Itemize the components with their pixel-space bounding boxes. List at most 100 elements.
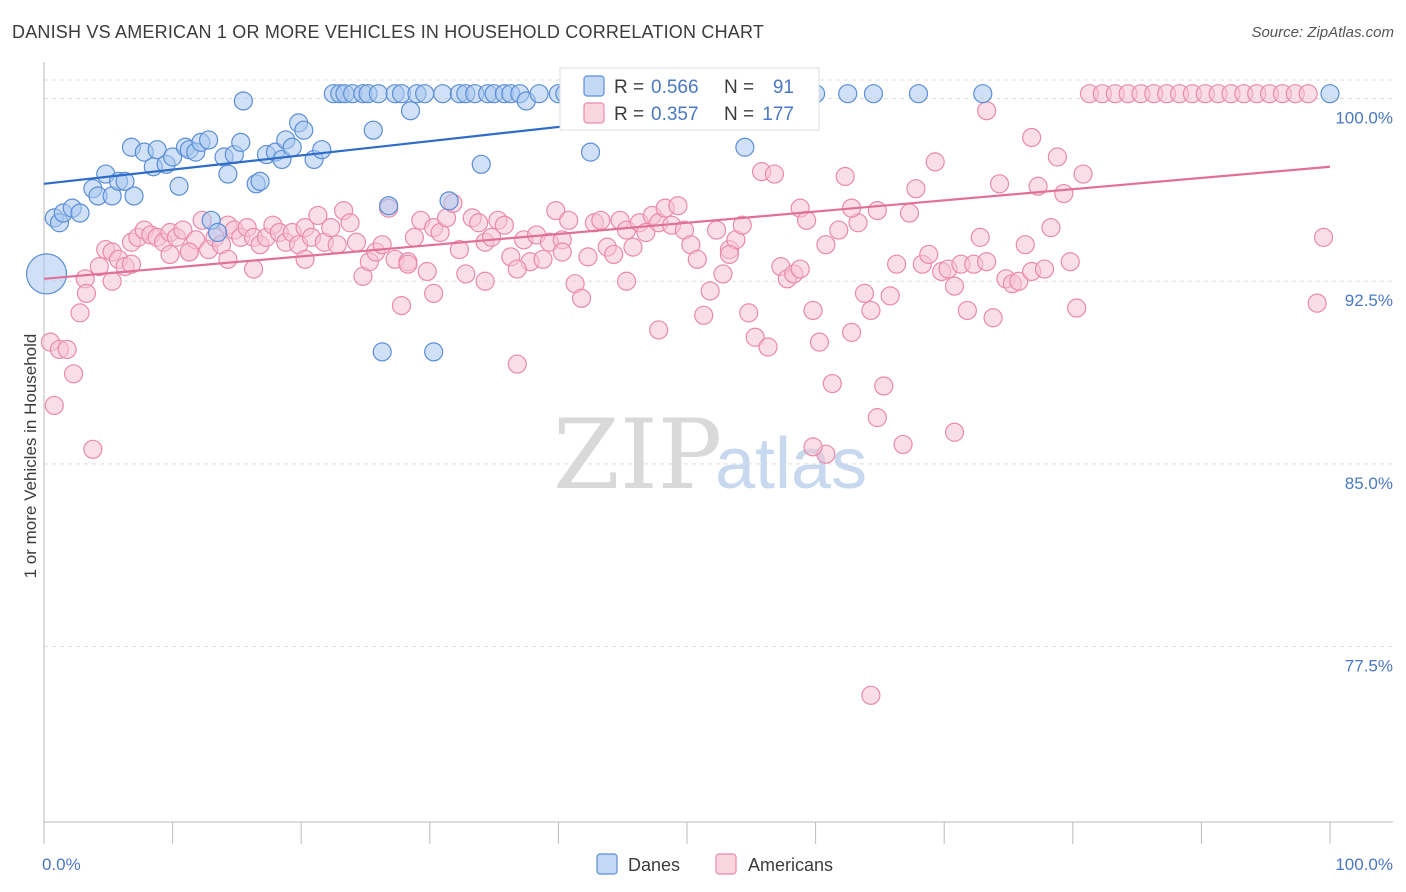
legend-americans-n-label: N =: [724, 104, 754, 125]
americans-point: [803, 437, 823, 457]
americans-point: [694, 305, 714, 325]
americans-point: [925, 152, 945, 172]
axes: [43, 62, 1393, 844]
americans-point: [867, 200, 887, 221]
americans-point: [1073, 164, 1093, 184]
americans-point: [578, 247, 598, 267]
y-tick-label: 85.0%: [1345, 474, 1393, 493]
danes-point: [250, 171, 270, 191]
americans-point: [977, 252, 997, 272]
danes-point: [372, 342, 392, 362]
americans-point: [706, 220, 727, 240]
americans-point: [76, 283, 97, 304]
legend-danes-r-label: R =: [614, 77, 644, 98]
americans-point: [829, 220, 849, 240]
danes-point: [199, 130, 219, 150]
danes-point: [1320, 84, 1340, 104]
americans-point: [616, 271, 637, 291]
americans-point: [89, 257, 109, 277]
bottom-legend-danes-swatch: [596, 853, 618, 875]
americans-point: [417, 261, 437, 282]
danes-point: [208, 222, 228, 243]
americans-point: [944, 276, 965, 296]
americans-point: [764, 164, 785, 184]
americans-point: [1041, 218, 1061, 238]
americans-point: [1009, 271, 1029, 291]
americans-trend-line: [43, 165, 1331, 280]
americans-point: [796, 210, 817, 230]
americans-point: [1034, 259, 1055, 279]
americans-point: [546, 200, 566, 221]
danes-point: [863, 84, 884, 104]
legend-danes-n-value: 91: [773, 77, 794, 98]
x-tick-label-min: 0.0%: [42, 855, 81, 874]
americans-point: [424, 283, 444, 304]
americans-point: [816, 235, 836, 255]
americans-point: [494, 215, 514, 235]
americans-point: [391, 295, 412, 316]
americans-point: [719, 244, 740, 265]
americans-point: [372, 235, 392, 255]
americans-point: [790, 259, 810, 279]
danes-point: [400, 101, 421, 121]
americans-point: [957, 300, 977, 321]
legend-danes-swatch: [583, 75, 605, 97]
danes-point: [838, 84, 858, 104]
americans-point: [1067, 298, 1087, 318]
legend-danes-r-value: 0.566: [651, 77, 699, 98]
americans-point: [346, 232, 367, 252]
americans-point: [887, 254, 907, 274]
danes-point: [169, 176, 189, 196]
americans-point: [507, 259, 527, 279]
americans-point: [1307, 293, 1327, 313]
americans-point: [842, 322, 862, 342]
bottom-legend-americans-label: Americans: [748, 855, 833, 875]
americans-point: [977, 101, 997, 121]
americans-point: [404, 227, 424, 247]
americans-point: [507, 354, 527, 374]
americans-point: [649, 320, 669, 340]
americans-point: [63, 364, 84, 384]
americans-point: [636, 222, 656, 243]
y-tick-label: 100.0%: [1335, 109, 1393, 128]
americans-point: [456, 264, 476, 284]
legend-americans-n-value: 177: [762, 104, 794, 125]
danes-point: [735, 137, 755, 157]
americans-point: [861, 685, 881, 705]
americans-point: [1047, 147, 1067, 167]
danes-point: [25, 253, 68, 295]
americans-point: [160, 244, 180, 265]
americans-point: [70, 303, 90, 323]
americans-point: [668, 196, 688, 216]
americans-point: [244, 259, 264, 279]
americans-point: [533, 249, 553, 269]
americans-point: [571, 288, 592, 308]
americans-point: [713, 264, 733, 284]
americans-point: [758, 337, 778, 357]
americans-point: [803, 300, 823, 321]
danes-point: [294, 120, 314, 140]
americans-point: [739, 303, 759, 323]
watermark-zip: ZIP: [553, 399, 722, 511]
americans-point: [745, 327, 765, 347]
y-tick-label: 77.5%: [1345, 657, 1393, 676]
danes-point: [379, 196, 399, 216]
americans-point: [687, 249, 707, 269]
x-tick-labels: 0.0% 100.0%: [42, 855, 1393, 874]
americans-point: [552, 242, 572, 262]
y-tick-labels: 100.0% 92.5% 85.0% 77.5%: [1335, 109, 1393, 676]
americans-point: [893, 434, 913, 455]
americans-point: [732, 215, 752, 235]
americans-point: [944, 422, 965, 442]
americans-point: [179, 242, 199, 262]
americans-point: [321, 218, 341, 238]
americans-point: [854, 283, 875, 304]
americans-point: [481, 227, 502, 247]
americans-point: [57, 339, 77, 360]
americans-point: [121, 254, 142, 274]
americans-point: [867, 408, 887, 428]
bottom-legend-americans-swatch: [715, 853, 737, 875]
grid-lines: [44, 79, 1393, 648]
legend-americans-r-value: 0.357: [651, 104, 699, 125]
